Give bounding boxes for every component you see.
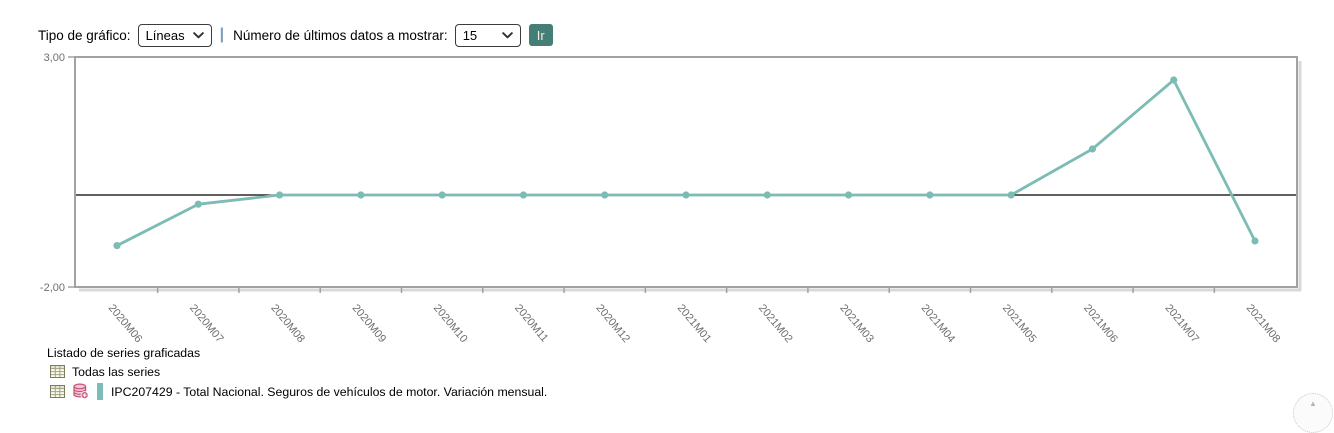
plot-shadow: [79, 288, 1301, 292]
table-icon[interactable]: [50, 365, 65, 378]
database-add-icon[interactable]: [72, 383, 90, 400]
x-axis-label: 2020M11: [512, 302, 550, 344]
y-tick-label: -2,00: [40, 282, 65, 294]
plot-shadow: [1298, 61, 1302, 291]
x-axis-label: 2021M02: [756, 302, 795, 345]
data-point: [1007, 191, 1015, 199]
data-point: [1088, 145, 1097, 153]
data-point: [1251, 237, 1259, 245]
data-point: [682, 191, 690, 199]
data-point: [601, 191, 609, 199]
data-point: [357, 191, 365, 199]
x-axis-label: 2021M04: [919, 302, 958, 345]
x-axis-label: 2020M06: [106, 302, 145, 345]
data-point: [438, 191, 446, 199]
data-point: [519, 191, 528, 199]
data-point: [113, 242, 121, 250]
x-axis-label: 2020M12: [593, 302, 632, 345]
data-point: [275, 191, 284, 199]
scroll-top-button[interactable]: ▲: [1293, 393, 1333, 433]
all-series-row: Todas las series: [50, 363, 547, 380]
line-chart: 3,00 -2,00 2020M06 2020M07 2020M08 2020M09 202…: [40, 52, 1302, 345]
num-data-label: Número de últimos datos a mostrar:: [233, 27, 448, 43]
series-list-title: Listado de series graficadas: [47, 346, 201, 360]
x-axis-label: 2021M07: [1162, 302, 1201, 345]
controls-separator: |: [219, 26, 225, 43]
num-data-value: 15: [462, 27, 478, 43]
x-axis-label: 2021M08: [1244, 302, 1283, 345]
data-point: [844, 191, 853, 199]
data-point: [926, 191, 934, 199]
go-button[interactable]: Ir: [528, 24, 553, 46]
series-row: IPC207429 - Total Nacional. Seguros de v…: [50, 383, 547, 400]
arrow-up-icon: ▲: [1309, 399, 1317, 408]
x-axis-label: 2020M10: [431, 302, 470, 345]
chart-type-label: Tipo de gráfico:: [38, 27, 131, 43]
x-axis-label: 2021M03: [837, 302, 876, 345]
all-series-label: Todas las series: [72, 364, 161, 379]
series-color-swatch: [97, 383, 103, 400]
chevron-down-icon: [192, 31, 204, 38]
y-tick-label: 3,00: [44, 52, 65, 64]
chevron-down-icon: [501, 31, 513, 38]
num-data-select[interactable]: 15: [454, 23, 521, 47]
x-axis-label: 2020M09: [350, 302, 389, 345]
data-point: [194, 200, 202, 208]
chart-type-select[interactable]: Líneas: [137, 23, 212, 47]
x-axis-label: 2021M05: [1000, 302, 1039, 345]
x-axis-label: 2020M07: [187, 302, 226, 345]
x-axis-label: 2021M01: [675, 302, 714, 345]
plot-area: [74, 56, 1298, 288]
data-point: [1170, 76, 1178, 84]
x-axis-label: 2021M06: [1081, 302, 1120, 345]
x-axis-label: 2020M08: [268, 302, 307, 345]
chart-type-value: Líneas: [145, 27, 185, 43]
table-icon[interactable]: [50, 385, 65, 398]
series-label: IPC207429 - Total Nacional. Seguros de v…: [111, 384, 548, 399]
chart-controls: Tipo de gráfico: Líneas | Número de últi…: [38, 22, 553, 48]
series-list: Listado de series graficadas Todas las s…: [47, 346, 547, 400]
data-point: [763, 191, 771, 199]
